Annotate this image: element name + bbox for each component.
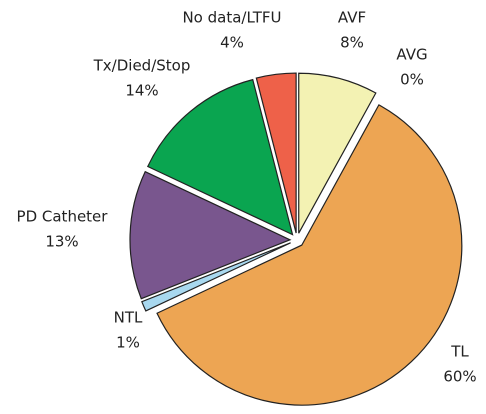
slice-label: PD Catheter <box>17 208 109 226</box>
slice-label: NTL <box>114 309 143 327</box>
value-label: 14% <box>125 82 158 100</box>
pie-slice <box>129 170 292 300</box>
slice-label: No data/LTFU <box>182 9 281 27</box>
slice-label: Tx/Died/Stop <box>93 57 191 75</box>
pie-slice <box>255 72 297 234</box>
value-label: 1% <box>116 334 140 352</box>
pie-slice <box>141 242 291 312</box>
value-label: 4% <box>220 34 244 52</box>
value-label: 60% <box>443 368 476 386</box>
slice-label: AVF <box>338 9 366 27</box>
value-label: 0% <box>400 71 424 89</box>
pie-slice <box>298 72 377 234</box>
pie-slice <box>156 104 463 406</box>
slice-label: AVG <box>396 46 427 64</box>
pie-slice <box>146 78 294 236</box>
slice-label: TL <box>450 343 469 361</box>
value-label: 13% <box>45 233 78 251</box>
value-label: 8% <box>340 34 364 52</box>
